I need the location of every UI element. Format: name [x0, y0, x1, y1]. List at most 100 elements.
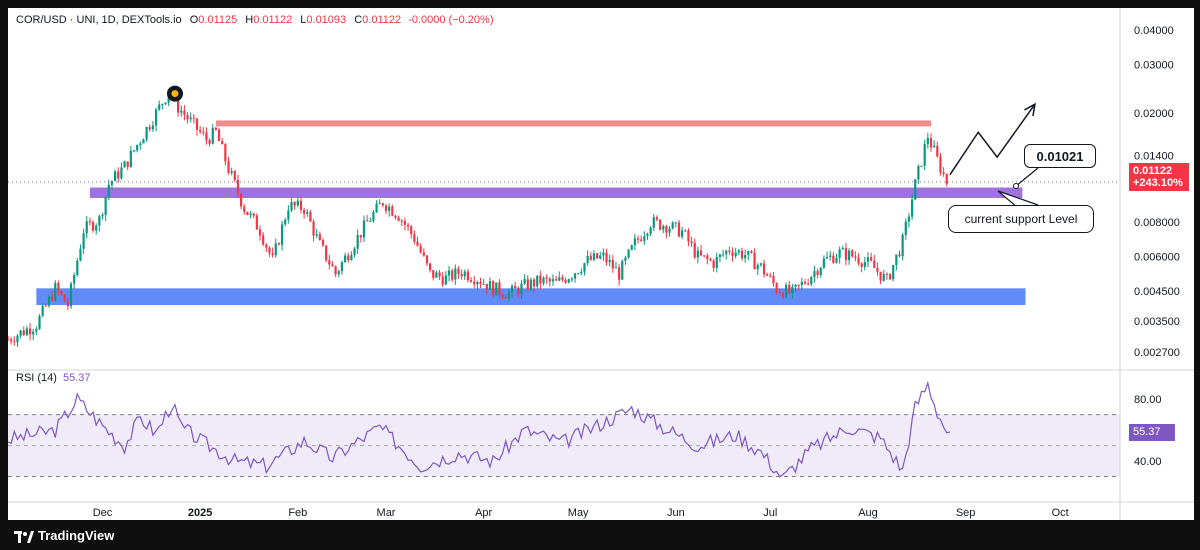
candle-body — [605, 252, 608, 263]
candle-body — [851, 250, 854, 257]
candle-body — [803, 281, 807, 284]
candle-body — [882, 273, 885, 281]
candle-body — [551, 279, 555, 282]
candle-body — [866, 257, 870, 262]
candle-body — [60, 291, 63, 295]
candle-body — [25, 328, 29, 335]
candle-body — [429, 263, 432, 271]
candle-body — [126, 161, 129, 167]
candle-body — [687, 230, 690, 242]
candle-body — [422, 252, 425, 256]
candle-body — [791, 286, 794, 293]
candle-body — [611, 259, 614, 269]
candle-body — [643, 236, 646, 241]
candle-body — [312, 221, 315, 236]
candle-body — [892, 264, 895, 280]
candle-body — [744, 255, 747, 259]
y-tick-label: 0.008000 — [1134, 217, 1180, 229]
candle-body — [432, 270, 435, 278]
candle-body — [469, 280, 473, 282]
candle-body — [794, 284, 797, 287]
chart-legend-header: COR/USD · UNI, 1D, DEXTools.io O0.01125 … — [16, 14, 494, 26]
change-value: -0.0000 (−0.20%) — [408, 14, 494, 26]
candle-body — [939, 156, 942, 173]
candle-body — [728, 250, 731, 252]
candle-body — [479, 282, 482, 285]
high-label: H — [245, 14, 254, 26]
candle-body — [186, 114, 189, 120]
candle-body — [731, 251, 734, 256]
candle-body — [227, 161, 230, 173]
candle-body — [844, 248, 848, 261]
candle-body — [180, 110, 183, 113]
candle-body — [703, 255, 706, 257]
low-value: 0.01093 — [306, 14, 347, 26]
candle-body — [942, 172, 945, 174]
candle-body — [879, 271, 882, 281]
candle-body — [926, 137, 929, 145]
candle-body — [353, 248, 356, 255]
last-price-value: 0.01122 — [1133, 165, 1173, 177]
high-value: 0.01122 — [253, 14, 293, 26]
candle-body — [397, 217, 400, 221]
candle-body — [199, 129, 202, 132]
candle-body — [712, 260, 715, 268]
candle-body — [334, 266, 337, 275]
candle-body — [876, 267, 879, 272]
candle-body — [154, 109, 158, 126]
candle-body — [381, 203, 384, 206]
candle-body — [265, 244, 268, 248]
candle-body — [775, 283, 778, 293]
candle-body — [309, 212, 312, 222]
candle-body — [403, 220, 407, 225]
candle-body — [555, 279, 558, 281]
candle-body — [221, 141, 224, 145]
candle-body — [189, 117, 192, 120]
candle-body — [35, 328, 38, 332]
candle-body — [318, 234, 321, 241]
candle-body — [800, 281, 803, 286]
candle-body — [485, 283, 488, 290]
candle-body — [914, 179, 917, 200]
candle-body — [476, 282, 479, 285]
candle-body — [41, 305, 44, 316]
candle-body — [369, 220, 372, 222]
candle-body — [580, 271, 583, 274]
candle-body — [47, 296, 51, 306]
candle-body — [19, 330, 22, 336]
candle-body — [819, 267, 822, 275]
candle-body — [306, 212, 309, 214]
y-tick-label: 0.02000 — [1134, 108, 1174, 120]
candle-body — [558, 277, 561, 281]
close-value: 0.01122 — [362, 14, 402, 26]
tradingview-logo[interactable]: TradingView — [14, 528, 114, 543]
candle-body — [699, 250, 703, 256]
candle-body — [107, 184, 110, 197]
candle-body — [195, 118, 199, 130]
candle-body — [347, 255, 350, 261]
candle-body — [82, 233, 85, 249]
candle-body — [101, 214, 104, 216]
candle-body — [249, 213, 252, 215]
candle-body — [208, 140, 211, 144]
candle-body — [394, 215, 397, 218]
candle-body — [810, 276, 813, 285]
candle-body — [608, 259, 611, 263]
candle-body — [561, 277, 564, 280]
candle-body — [161, 103, 164, 105]
candle-body — [372, 212, 375, 221]
candle-body — [740, 250, 744, 259]
open-label: O — [189, 14, 199, 26]
symbol-label: COR/USD · UNI, 1D, DEXTools.io — [16, 14, 182, 26]
candle-body — [671, 222, 674, 229]
y-tick-label: 0.006000 — [1134, 252, 1180, 264]
candle-body — [299, 200, 303, 211]
candle-body — [148, 127, 151, 130]
candle-body — [690, 241, 693, 243]
y-tick-label: 0.004500 — [1134, 286, 1180, 298]
candle-body — [706, 255, 709, 260]
candle-body — [863, 261, 866, 267]
rsi-legend: RSI (14) 55.37 — [16, 372, 91, 384]
